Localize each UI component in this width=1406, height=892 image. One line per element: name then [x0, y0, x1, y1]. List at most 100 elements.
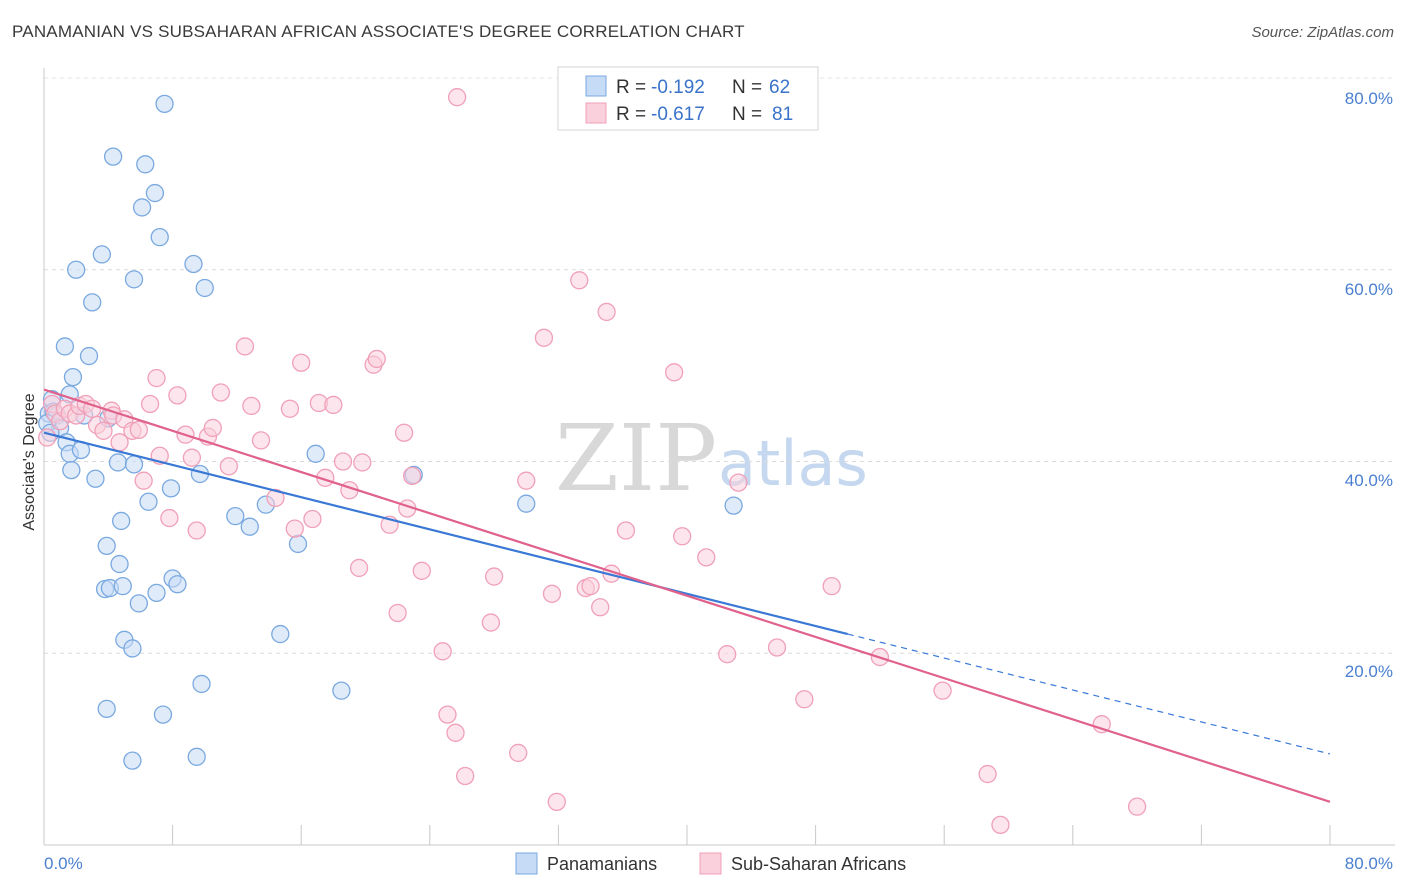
point-subsaharan [438, 705, 457, 724]
point-subsaharan [547, 792, 566, 812]
legend-r-value-1: -0.192 [651, 77, 705, 98]
source-credit: Source: ZipAtlas.com [1251, 24, 1394, 41]
x-tick-min: 0.0% [44, 854, 83, 873]
point-panamanian [67, 260, 86, 279]
y-tick-80: 80.0% [1345, 89, 1393, 108]
point-subsaharan [581, 576, 600, 596]
legend-swatch-subsaharan [585, 102, 607, 124]
point-subsaharan [570, 271, 589, 290]
watermark-zip: ZIP [555, 405, 717, 512]
point-subsaharan [168, 386, 187, 405]
point-subsaharan [933, 681, 952, 700]
point-panamanian [150, 228, 169, 247]
point-subsaharan [147, 368, 166, 388]
point-subsaharan [187, 521, 206, 540]
point-subsaharan [285, 519, 304, 538]
point-panamanian [92, 245, 112, 264]
point-panamanian [332, 681, 351, 700]
point-panamanian [168, 575, 187, 594]
point-panamanian [240, 517, 259, 536]
bottom-legend-swatch-subsaharan [699, 852, 722, 875]
point-panamanian [123, 639, 142, 658]
legend-n-label-2: N = [732, 104, 762, 125]
point-subsaharan [481, 613, 501, 632]
series-legend: Panamanians Sub-Saharan Africans [515, 852, 906, 875]
point-subsaharan [129, 420, 148, 440]
point-subsaharan [597, 302, 616, 322]
point-subsaharan [509, 743, 528, 763]
point-panamanian [112, 511, 131, 531]
point-panamanian [79, 346, 99, 366]
point-subsaharan [219, 457, 239, 476]
trend-line-panamanians-extension [847, 633, 1331, 755]
legend-r-value-2: -0.617 [651, 104, 705, 125]
point-panamanian [139, 492, 158, 511]
point-subsaharan [991, 815, 1010, 835]
y-tick-20: 20.0% [1345, 662, 1393, 681]
point-subsaharan [517, 471, 536, 490]
point-subsaharan [324, 395, 343, 415]
trend-line-panamanians [43, 431, 849, 636]
chart-title: PANAMANIAN VS SUBSAHARAN AFRICAN ASSOCIA… [12, 22, 745, 41]
point-subsaharan [673, 527, 692, 546]
point-subsaharan [211, 383, 230, 402]
point-panamanian [63, 367, 83, 387]
point-panamanian [187, 747, 206, 766]
legend-r-label-2: R = [616, 104, 646, 125]
point-subsaharan [235, 337, 255, 356]
point-panamanian [517, 494, 536, 513]
point-panamanian [97, 536, 116, 556]
point-subsaharan [280, 399, 300, 418]
trend-lines [43, 388, 1331, 803]
point-subsaharan [412, 561, 431, 580]
point-subsaharan [1127, 797, 1147, 816]
bottom-legend-subsaharan: Sub-Saharan Africans [731, 854, 906, 874]
point-subsaharan [160, 508, 179, 528]
point-panamanian [192, 674, 211, 694]
point-subsaharan [367, 349, 386, 369]
point-panamanian [97, 699, 116, 719]
point-panamanian [147, 583, 166, 602]
point-panamanian [132, 198, 152, 217]
point-subsaharan [203, 418, 222, 438]
point-panamanian [55, 337, 75, 356]
point-subsaharan [767, 638, 787, 657]
point-subsaharan [484, 567, 504, 586]
point-panamanian [83, 293, 102, 312]
point-subsaharan [446, 723, 465, 742]
legend-n-value-2: 81 [772, 104, 793, 125]
point-panamanian [124, 455, 144, 474]
point-panamanian [103, 147, 123, 166]
point-subsaharan [402, 466, 422, 486]
legend-n-value-1: 62 [769, 77, 790, 98]
point-subsaharan [94, 421, 113, 440]
bottom-legend-panamanians: Panamanians [547, 854, 657, 874]
point-panamanian [123, 751, 142, 770]
point-panamanian [86, 469, 105, 488]
point-subsaharan [456, 766, 475, 786]
point-subsaharan [242, 396, 261, 416]
legend-n-label-1: N = [732, 77, 762, 98]
bottom-legend-swatch-panamanians [515, 852, 538, 875]
point-subsaharan [349, 558, 369, 578]
point-panamanian [129, 594, 148, 613]
point-subsaharan [616, 521, 636, 540]
point-panamanian [288, 534, 308, 554]
point-subsaharan [394, 423, 414, 442]
axes [43, 68, 1395, 846]
point-panamanian [271, 624, 290, 644]
point-panamanian [153, 705, 173, 724]
point-subsaharan [822, 576, 841, 596]
point-subsaharan [795, 690, 814, 709]
point-subsaharan [333, 452, 353, 471]
point-subsaharan [978, 764, 997, 784]
point-subsaharan [134, 471, 153, 490]
point-panamanian [724, 496, 743, 515]
point-subsaharan [182, 448, 202, 467]
point-subsaharan [447, 88, 467, 107]
point-subsaharan [542, 584, 562, 603]
legend-swatch-panamanians [585, 75, 607, 97]
point-panamanian [110, 554, 129, 574]
point-panamanian [113, 576, 132, 596]
